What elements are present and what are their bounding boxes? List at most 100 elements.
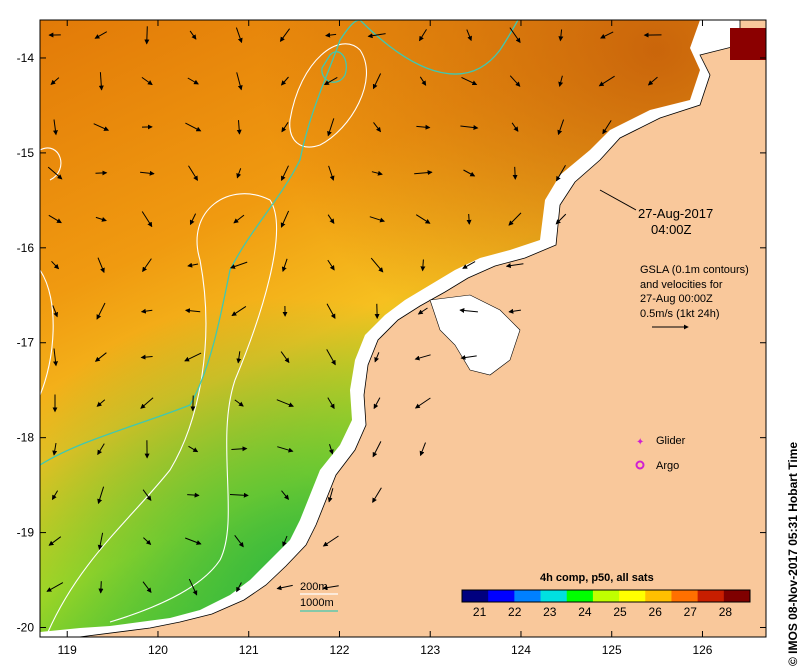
lat-tick-label: -17 bbox=[17, 336, 35, 350]
velocity-arrow bbox=[327, 397, 335, 410]
velocity-arrow bbox=[231, 446, 248, 452]
velocity-arrow bbox=[327, 259, 335, 271]
velocity-arrow bbox=[602, 120, 612, 135]
velocity-arrow bbox=[327, 214, 335, 224]
velocity-arrow bbox=[184, 352, 202, 362]
velocity-arrow bbox=[461, 76, 478, 86]
lon-tick-label: 119 bbox=[58, 643, 77, 657]
colorbar-tick-label: 23 bbox=[543, 605, 557, 619]
velocity-arrow bbox=[600, 31, 614, 39]
velocity-arrow bbox=[52, 119, 58, 136]
velocity-arrow bbox=[369, 216, 385, 223]
velocity-arrow bbox=[189, 30, 197, 40]
lon-tick-label: 124 bbox=[511, 643, 531, 657]
velocity-arrow bbox=[188, 165, 198, 182]
velocity-arrow bbox=[48, 214, 62, 224]
velocity-arrow bbox=[187, 77, 199, 85]
velocity-arrow bbox=[417, 307, 428, 315]
velocity-arrow bbox=[325, 32, 337, 38]
velocity-arrow bbox=[512, 166, 518, 180]
velocity-arrow bbox=[95, 216, 107, 222]
velocity-arrow bbox=[97, 486, 105, 505]
velocity-arrow bbox=[96, 302, 106, 320]
colorbar-tick-label: 24 bbox=[578, 605, 592, 619]
lon-tick-label: 121 bbox=[239, 643, 259, 657]
velocity-arrow bbox=[280, 210, 290, 228]
velocity-arrow bbox=[230, 261, 248, 269]
velocity-arrow bbox=[188, 445, 199, 453]
depth-1000-label: 1000m bbox=[300, 597, 334, 609]
velocity-arrow bbox=[93, 123, 110, 131]
velocity-arrow bbox=[94, 352, 107, 362]
velocity-arrow bbox=[233, 214, 245, 224]
velocity-arrow bbox=[462, 261, 476, 269]
contour-200m-west bbox=[40, 147, 62, 396]
velocity-arrow bbox=[236, 120, 242, 135]
argo-icon bbox=[635, 460, 645, 470]
estuary bbox=[429, 294, 521, 376]
velocity-arrow bbox=[598, 75, 615, 87]
colorbar-title: 4h comp, p50, all sats bbox=[540, 572, 654, 584]
gsla-line1: GSLA (0.1m contours) bbox=[640, 264, 749, 276]
velocity-arrow bbox=[281, 258, 288, 272]
velocity-arrow bbox=[140, 354, 153, 360]
land bbox=[76, 20, 766, 637]
velocity-arrow bbox=[509, 27, 521, 44]
velocity-arrow bbox=[508, 212, 522, 226]
lat-tick-label: -20 bbox=[17, 621, 35, 635]
lat-tick-label: -14 bbox=[17, 51, 35, 65]
velocity-arrow bbox=[276, 399, 294, 408]
colorbar-swatch bbox=[592, 590, 620, 602]
velocity-arrow bbox=[94, 31, 108, 39]
velocity-arrow bbox=[414, 354, 431, 361]
velocity-arrow bbox=[188, 578, 198, 596]
velocity-arrow bbox=[276, 584, 293, 591]
colorbar-tick-label: 22 bbox=[508, 605, 522, 619]
velocity-arrow bbox=[419, 76, 427, 86]
colorbar-ticks: 21 22 23 24 25 26 27 28 bbox=[473, 605, 732, 619]
velocity-arrow bbox=[367, 33, 386, 39]
time-line2: 04:00Z bbox=[651, 222, 692, 237]
colorbar-swatch bbox=[540, 590, 568, 602]
contour-1000m-east bbox=[359, 20, 519, 75]
credit: © IMOS 08-Nov-2017 05:31 Hobart Time bbox=[786, 442, 800, 666]
velocity-arrow bbox=[229, 492, 249, 498]
velocity-arrow bbox=[187, 262, 199, 268]
velocity-arrow bbox=[53, 348, 58, 367]
colorbar-swatch bbox=[645, 590, 672, 602]
velocity-arrow bbox=[557, 119, 565, 136]
velocity-arrow bbox=[142, 258, 152, 273]
colorbar-swatch bbox=[723, 590, 751, 602]
velocity-arrow bbox=[280, 76, 289, 86]
velocity-arrow bbox=[414, 170, 433, 176]
colorbar-swatch bbox=[514, 590, 542, 602]
velocity-arrow bbox=[234, 399, 244, 407]
velocity-arrow bbox=[414, 397, 431, 409]
velocity-arrow bbox=[141, 76, 153, 86]
velocity-arrow bbox=[235, 27, 243, 44]
contour-1000m bbox=[40, 20, 361, 466]
colorbar-swatch bbox=[697, 590, 725, 602]
colorbar-swatch bbox=[619, 590, 646, 602]
velocity-arrow bbox=[277, 446, 294, 453]
velocity-arrow bbox=[234, 534, 244, 548]
velocity-arrow bbox=[466, 29, 472, 42]
velocity-arrow bbox=[372, 441, 382, 458]
velocity-arrow bbox=[184, 308, 201, 314]
velocity-arrow bbox=[374, 352, 380, 363]
velocity-arrow bbox=[460, 355, 477, 360]
time-pointer bbox=[599, 189, 637, 211]
lat-tick-label: -19 bbox=[17, 526, 35, 540]
velocity-arrow bbox=[558, 29, 564, 42]
colorbar-swatch bbox=[566, 590, 594, 602]
glider-icon: ✦ bbox=[636, 437, 644, 448]
velocity-arrow bbox=[185, 122, 202, 132]
velocity-arrow bbox=[98, 72, 104, 91]
glider-label: Glider bbox=[656, 435, 686, 447]
velocity-arrow bbox=[371, 170, 383, 176]
gsla-line2: and velocities for bbox=[640, 279, 723, 291]
lon-tick-label: 123 bbox=[420, 643, 440, 657]
colorbar-tick-label: 28 bbox=[719, 605, 733, 619]
velocity-arrow bbox=[372, 487, 382, 504]
velocity-arrow bbox=[509, 75, 521, 87]
